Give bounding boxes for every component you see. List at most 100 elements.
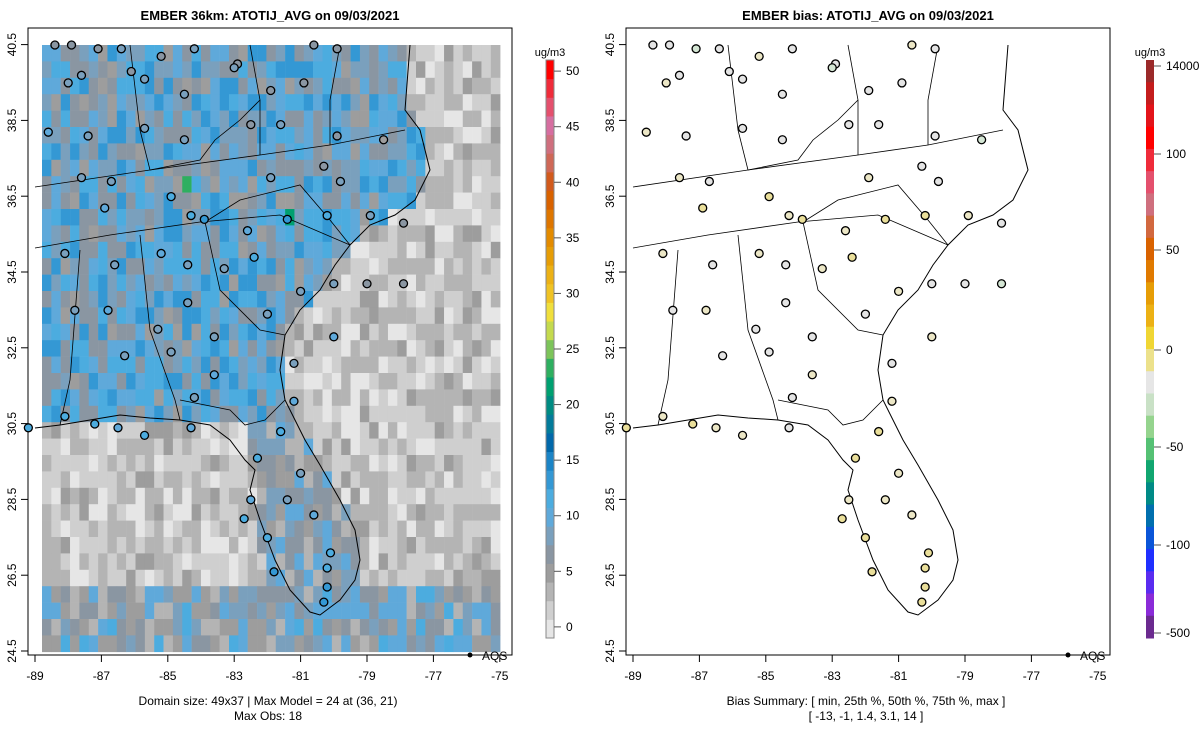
heatmap-cell — [416, 192, 426, 210]
heatmap-cell — [60, 192, 71, 210]
heatmap-cell — [182, 61, 192, 79]
heatmap-cell — [229, 602, 239, 620]
heatmap-cell — [116, 127, 127, 144]
heatmap-cell — [98, 569, 108, 587]
heatmap-cell — [331, 586, 342, 603]
y-tick-label: 30.5 — [5, 412, 19, 436]
heatmap-cell — [126, 356, 136, 374]
station-marker — [764, 347, 774, 357]
heatmap-cell — [79, 209, 89, 226]
heatmap-cell — [79, 520, 89, 538]
heatmap-cell — [116, 77, 127, 95]
heatmap-cell — [219, 586, 230, 603]
heatmap-cell — [434, 159, 445, 177]
heatmap-cell — [219, 471, 230, 489]
colorbar-swatch — [1146, 148, 1154, 172]
heatmap-cell — [107, 45, 118, 62]
heatmap-cell — [70, 586, 80, 603]
footer-line-2: [ -13, -1, 1.4, 3.1, 14 ] — [809, 709, 924, 723]
heatmap-cell — [416, 553, 426, 571]
heatmap-cell — [116, 504, 127, 521]
heatmap-cell — [238, 487, 248, 505]
heatmap-cell — [98, 438, 108, 456]
heatmap-cell — [200, 110, 211, 128]
station-marker — [398, 218, 409, 228]
heatmap-cell — [51, 455, 61, 472]
colorbar-swatch — [546, 432, 554, 453]
heatmap-cell — [191, 569, 202, 587]
heatmap-cell — [313, 455, 323, 472]
heatmap-cell — [88, 291, 99, 308]
heatmap-cell — [144, 455, 155, 472]
heatmap-cell — [266, 209, 276, 226]
heatmap-cell — [341, 602, 351, 620]
heatmap-cell — [387, 307, 398, 325]
heatmap-cell — [275, 553, 286, 571]
heatmap-cell — [172, 61, 183, 79]
heatmap-cell — [481, 209, 492, 226]
heatmap-cell — [238, 176, 248, 193]
station-marker — [322, 582, 332, 592]
heatmap-cell — [434, 323, 445, 341]
station-marker — [156, 51, 166, 62]
heatmap-cell — [285, 373, 295, 390]
heatmap-cell — [490, 586, 501, 603]
heatmap-cell — [285, 274, 295, 292]
heatmap-cell — [369, 471, 379, 489]
heatmap-cell — [490, 143, 501, 161]
heatmap-cell — [490, 537, 501, 554]
heatmap-cell — [425, 619, 435, 636]
heatmap-cell — [341, 356, 351, 374]
footer-line-1: Bias Summary: [ min, 25th %, 50th %, 75t… — [727, 694, 1006, 708]
heatmap-cell — [163, 274, 174, 292]
heatmap-cell — [191, 455, 202, 472]
heatmap-cell — [144, 340, 155, 357]
heatmap-cell — [472, 340, 482, 357]
heatmap-cell — [60, 127, 71, 144]
heatmap-cell — [116, 389, 127, 407]
heatmap-cell — [303, 340, 314, 357]
heatmap-cell — [285, 422, 295, 439]
heatmap-cell — [341, 340, 351, 357]
heatmap-cell — [238, 258, 248, 275]
heatmap-cell — [425, 356, 435, 374]
heatmap-cell — [191, 471, 202, 489]
heatmap-cell — [369, 373, 379, 390]
model-map-panel: EMBER 36km: ATOTIJ_AVG on 09/03/2021-89-… — [5, 8, 513, 723]
heatmap-cell — [210, 340, 220, 357]
heatmap-cell — [462, 455, 473, 472]
heatmap-cell — [229, 471, 239, 489]
heatmap-cell — [322, 405, 333, 423]
heatmap-cell — [350, 323, 361, 341]
heatmap-cell — [51, 422, 61, 439]
heatmap-cell — [210, 602, 220, 620]
heatmap-cell — [107, 438, 118, 456]
heatmap-cell — [163, 438, 174, 456]
heatmap-cell — [285, 471, 295, 489]
heatmap-cell — [116, 176, 127, 193]
heatmap-cell — [200, 77, 211, 95]
station-marker — [963, 210, 973, 221]
heatmap-cell — [191, 61, 202, 79]
heatmap-cell — [341, 389, 351, 407]
heatmap-cell — [303, 323, 314, 341]
heatmap-cell — [219, 340, 230, 357]
heatmap-cell — [331, 602, 342, 620]
heatmap-cell — [238, 61, 248, 79]
heatmap-cell — [453, 438, 463, 456]
heatmap-cell — [472, 635, 482, 653]
heatmap-cell — [322, 586, 333, 603]
heatmap-cell — [79, 553, 89, 571]
heatmap-cell — [350, 504, 361, 521]
heatmap-cell — [406, 274, 417, 292]
heatmap-cell — [303, 225, 314, 243]
heatmap-cell — [331, 176, 342, 193]
heatmap-cell — [172, 389, 183, 407]
heatmap-cell — [444, 373, 454, 390]
heatmap-cell — [172, 127, 183, 144]
heatmap-cell — [303, 127, 314, 144]
heatmap-cell — [462, 405, 473, 423]
heatmap-cell — [172, 619, 183, 636]
heatmap-cell — [425, 553, 435, 571]
